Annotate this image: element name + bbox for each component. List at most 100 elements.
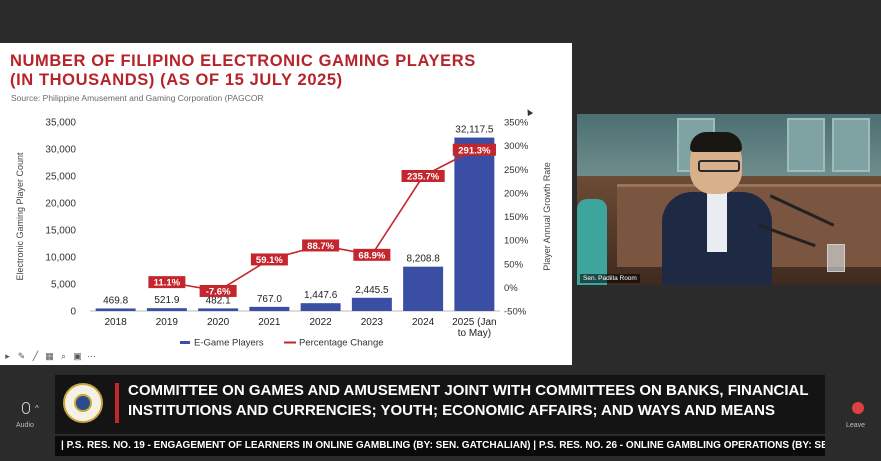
y-right-tick-label: 50% (504, 259, 524, 270)
water-glass (827, 244, 845, 272)
percentage-label-box (250, 253, 288, 266)
x-tick-label: 2021 (258, 317, 281, 328)
percentage-label-box (199, 284, 237, 297)
percentage-label-box (452, 143, 496, 156)
bar-value-label: 1,447.6 (304, 290, 338, 301)
lower-third-accent-bar (115, 383, 119, 423)
y-right-tick-label: 200% (504, 188, 529, 199)
legend-label-bars: E-Game Players (194, 338, 264, 349)
y-right-tick-label: 350% (504, 118, 529, 129)
slide-toolbar: ▸ ✎ ╱ ▦ ⌕ ▣ ⋯ (3, 350, 96, 363)
chart-title-line-2: (IN THOUSANDS) (AS OF 15 JULY 2025) (10, 71, 343, 89)
y-tick-label: 15,000 (45, 226, 76, 237)
pointer-icon[interactable]: ╱ (32, 351, 39, 361)
video-speaker (662, 132, 772, 285)
bar-value-label: 2,445.5 (355, 285, 389, 296)
bar (351, 297, 392, 311)
ticker-text: | P.S. RES. NO. 19 - ENGAGEMENT OF LEARN… (61, 440, 825, 451)
audio-control[interactable]: ^ Audio (8, 400, 48, 440)
y-right-tick-label: 300% (504, 141, 529, 152)
percentage-label: 88.7% (307, 241, 334, 252)
percentage-label-box (401, 170, 445, 183)
speaker-hair (690, 132, 742, 152)
percentage-label: 11.1% (154, 278, 181, 289)
chevron-up-icon[interactable]: ^ (35, 404, 39, 413)
news-ticker: | P.S. RES. NO. 19 - ENGAGEMENT OF LEARN… (55, 436, 825, 456)
y-axis-title: Electronic Gaming Player Count (15, 152, 25, 281)
legend-swatch-bars (180, 341, 190, 344)
y-right-tick-label: 150% (504, 212, 529, 223)
x-tick-label: 2020 (207, 317, 230, 328)
y-tick-label: 20,000 (45, 199, 76, 210)
bar-value-label: 32,117.5 (455, 125, 494, 136)
percentage-label-box (148, 276, 186, 289)
leave-label: Leave (846, 422, 866, 429)
x-tick-label: 2022 (310, 317, 333, 328)
speaker-glasses (698, 160, 740, 172)
leave-icon[interactable] (852, 402, 864, 414)
bar (403, 266, 444, 311)
x-tick-label: 2018 (105, 317, 128, 328)
lower-third-line-1: COMMITTEE ON GAMES AND AMUSEMENT JOINT W… (128, 382, 809, 399)
y-right-tick-label: 250% (504, 165, 529, 176)
chart-source: Source: Philippine Amusement and Gaming … (11, 93, 264, 103)
y-right-tick-label: 100% (504, 236, 529, 247)
bar-value-label: 521.9 (154, 295, 179, 306)
bar (95, 308, 136, 311)
grid-icon[interactable]: ▦ (45, 351, 54, 361)
lower-third-text: COMMITTEE ON GAMES AND AMUSEMENT JOINT W… (128, 381, 818, 421)
x-tick-label: 2025 (Jan (452, 317, 496, 328)
y-right-tick-label: 0% (504, 283, 518, 294)
x-tick-label: 2019 (156, 317, 179, 328)
chart-title-line-1: NUMBER OF FILIPINO ELECTRONIC GAMING PLA… (10, 52, 476, 70)
percentage-label: 291.3% (458, 145, 491, 156)
video-participant-label: Sen. Padilla Room (580, 274, 640, 283)
x-tick-label: 2023 (361, 317, 384, 328)
bar-value-label: 767.0 (257, 294, 282, 305)
video-icon[interactable]: ▣ (73, 351, 82, 361)
pen-icon[interactable]: ✎ (17, 351, 26, 361)
bar (454, 137, 495, 311)
video-feed: Sen. Padilla Room (577, 114, 881, 285)
y-tick-label: 25,000 (45, 172, 76, 183)
percentage-label-box (302, 239, 340, 252)
more-icon[interactable]: ⋯ (87, 351, 96, 361)
percentage-label: 59.1% (256, 255, 283, 266)
top-bar (0, 0, 881, 14)
y-tick-label: 10,000 (45, 253, 76, 264)
microphone-icon[interactable] (22, 402, 30, 414)
percentage-label-box (353, 248, 391, 261)
y-tick-label: 30,000 (45, 145, 76, 156)
bar-value-label: 8,208.8 (406, 254, 440, 265)
bar-value-label: 482.1 (206, 295, 231, 306)
chart: 0 5,000 10,000 15,000 20,000 25,000 30,000 35,0… (15, 118, 552, 349)
audio-label: Audio (16, 422, 34, 429)
percentage-label: -7.6% (206, 287, 231, 298)
video-person-left (577, 199, 607, 285)
senate-seal-center (74, 394, 92, 412)
x-tick-label: to May) (458, 328, 491, 339)
bar-value-label: 469.8 (103, 295, 128, 306)
lower-third-banner: COMMITTEE ON GAMES AND AMUSEMENT JOINT W… (55, 375, 825, 434)
legend-label-line: Percentage Change (299, 338, 384, 349)
video-wall-panel (787, 118, 825, 172)
bar (249, 306, 290, 311)
bar (300, 303, 341, 311)
percentage-label: 235.7% (407, 172, 440, 183)
bar (146, 308, 187, 311)
senate-seal-logo (63, 383, 103, 423)
search-icon[interactable]: ⌕ (60, 351, 67, 361)
y-tick-label: 5,000 (51, 280, 76, 291)
x-tick-label: 2024 (412, 317, 435, 328)
play-icon[interactable]: ▸ (5, 351, 10, 361)
video-wall-panel (832, 118, 870, 172)
leave-control[interactable]: Leave (842, 400, 876, 440)
y-tick-label: 35,000 (45, 118, 76, 129)
percentage-label: 68.9% (358, 250, 385, 261)
y-right-tick-label: -50% (504, 307, 527, 318)
lower-third-line-2: INSTITUTIONS AND CURRENCIES; YOUTH; ECON… (128, 402, 775, 419)
speaker-shirt (707, 192, 727, 252)
chart-title: NUMBER OF FILIPINO ELECTRONIC GAMING PLA… (10, 52, 550, 90)
presentation-slide: NUMBER OF FILIPINO ELECTRONIC GAMING PLA… (0, 43, 572, 365)
y-right-axis-title: Player Annual Growth Rate (542, 162, 552, 271)
